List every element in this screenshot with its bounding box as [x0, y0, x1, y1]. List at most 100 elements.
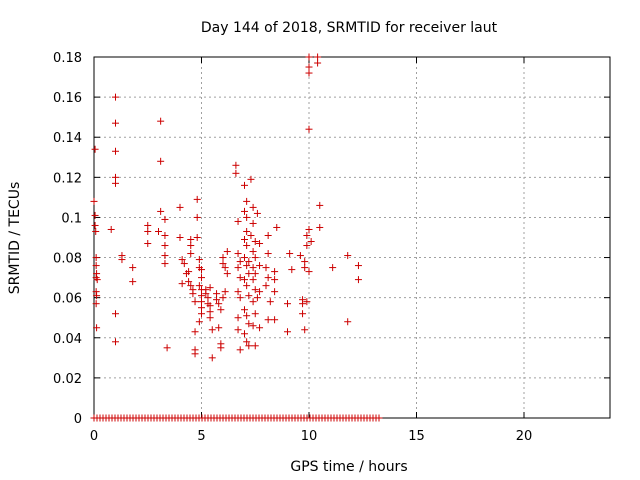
data-point	[236, 258, 244, 266]
data-point	[198, 298, 205, 306]
data-point	[241, 330, 248, 338]
data-point	[112, 119, 119, 127]
data-point	[249, 219, 257, 227]
data-point	[245, 320, 253, 328]
data-point	[232, 161, 240, 169]
data-point	[256, 240, 264, 248]
data-point	[187, 236, 195, 244]
data-point	[157, 207, 165, 215]
y-tick-label: 0.06	[53, 292, 82, 307]
data-point	[264, 274, 272, 282]
data-point	[223, 248, 231, 256]
data-point	[251, 238, 259, 246]
data-point	[243, 312, 251, 320]
data-point	[112, 173, 119, 181]
data-point	[303, 298, 311, 306]
data-point	[241, 181, 248, 189]
data-point	[187, 242, 195, 250]
data-point	[241, 236, 248, 244]
data-point	[241, 276, 248, 284]
data-point	[161, 260, 169, 268]
data-point	[256, 288, 264, 296]
data-point	[288, 266, 296, 274]
data-point	[157, 117, 165, 125]
data-point	[314, 53, 322, 61]
x-tick-label: 20	[516, 429, 533, 444]
data-point	[215, 324, 223, 332]
data-point	[191, 350, 199, 358]
data-point	[305, 53, 313, 61]
data-point	[161, 252, 169, 260]
data-point	[241, 254, 248, 262]
data-point	[92, 262, 100, 270]
data-point	[305, 69, 313, 77]
data-point	[208, 354, 216, 362]
data-point	[221, 288, 229, 296]
data-point	[161, 231, 169, 239]
data-point	[273, 223, 281, 231]
data-point	[144, 221, 152, 229]
data-point	[262, 282, 270, 290]
y-tick-label: 0.04	[53, 332, 82, 347]
data-point	[193, 213, 201, 221]
data-point	[180, 260, 188, 268]
data-point	[112, 310, 119, 318]
data-point	[245, 270, 253, 278]
data-point	[129, 278, 137, 286]
data-point	[198, 266, 205, 274]
data-point	[264, 231, 272, 239]
data-point	[236, 346, 244, 354]
x-axis-title: GPS time / hours	[290, 459, 407, 475]
zero-point	[375, 414, 383, 422]
data-point	[354, 262, 362, 270]
data-point	[93, 276, 101, 284]
data-point	[178, 280, 186, 288]
data-point	[93, 292, 101, 300]
data-point	[271, 316, 279, 324]
chart-title: Day 144 of 2018, SRMTID for receiver lau…	[201, 20, 498, 36]
data-point	[236, 294, 244, 302]
data-point	[284, 328, 291, 336]
data-point	[243, 262, 251, 270]
data-point	[202, 290, 210, 298]
data-point	[206, 314, 214, 322]
data-point	[249, 276, 257, 284]
data-point	[247, 231, 255, 239]
data-point	[91, 221, 99, 229]
data-point	[129, 264, 137, 272]
data-point	[253, 209, 261, 217]
data-point	[305, 268, 313, 276]
data-point	[271, 268, 279, 276]
y-tick-label: 0.1	[61, 211, 82, 226]
y-tick-label: 0	[74, 412, 82, 427]
data-point	[329, 264, 337, 272]
data-point	[247, 175, 255, 183]
data-point	[243, 282, 251, 290]
data-point	[234, 250, 242, 258]
data-point	[301, 258, 309, 266]
x-tick-label: 10	[301, 429, 318, 444]
data-point	[198, 304, 205, 312]
x-tick-label: 15	[408, 429, 425, 444]
data-point	[208, 326, 216, 334]
data-point	[286, 250, 294, 258]
data-point	[193, 234, 201, 241]
y-tick-label: 0.12	[53, 171, 82, 186]
y-tick-label: 0.16	[53, 91, 82, 106]
data-point	[243, 242, 251, 250]
y-tick-label: 0.08	[53, 252, 82, 267]
data-point	[243, 213, 251, 221]
data-point	[307, 238, 315, 246]
data-point	[206, 308, 214, 316]
data-point	[301, 264, 309, 272]
data-point	[198, 274, 205, 282]
data-point	[144, 240, 152, 248]
data-point	[301, 326, 309, 334]
data-point	[112, 147, 119, 155]
data-point	[195, 256, 203, 264]
data-point	[299, 310, 307, 318]
data-point	[221, 264, 229, 272]
data-point	[176, 203, 184, 211]
